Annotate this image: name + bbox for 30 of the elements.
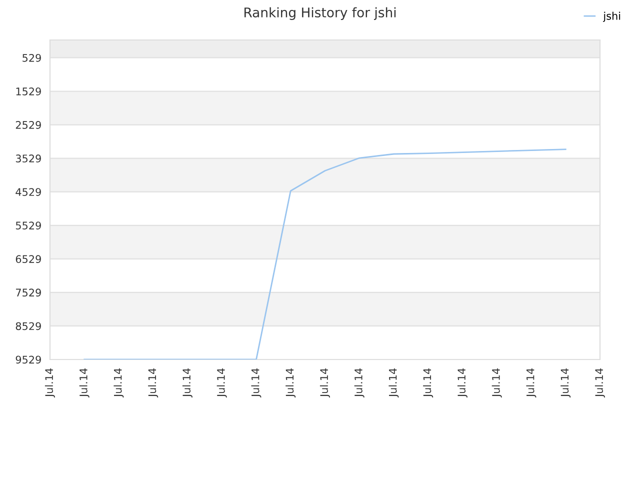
x-tick-label: Jul.14 xyxy=(492,368,502,398)
x-tick-label: Jul.14 xyxy=(423,368,434,398)
y-tick-label: 1529 xyxy=(16,87,41,96)
y-tick-label: 7529 xyxy=(16,288,41,297)
line-series xyxy=(84,148,566,360)
y-tick-label: 5529 xyxy=(16,222,41,230)
x-tick-label: Jul.14 xyxy=(457,368,468,398)
x-tick-label: Jul.14 xyxy=(114,368,124,398)
y-tick-label: 9529 xyxy=(16,356,41,364)
x-tick-label: Jul.14 xyxy=(148,368,158,398)
x-tick-label: Jul.14 xyxy=(286,368,296,398)
x-tick-label: Jul.14 xyxy=(216,368,227,398)
x-tick-label: Jul.14 xyxy=(79,368,90,398)
x-tick-label: Jul.14 xyxy=(526,368,536,398)
y-tick-label: 529 xyxy=(22,54,41,62)
y-tick-label: 6529 xyxy=(16,255,41,264)
x-tick-label: Jul.14 xyxy=(388,368,399,398)
y-tick-label: 8529 xyxy=(16,322,41,330)
x-tick-label: Jul.14 xyxy=(44,368,55,398)
y-tick-label: 3529 xyxy=(16,154,41,162)
x-tick-label: Jul.14 xyxy=(251,368,262,398)
x-tick-label: Jul.14 xyxy=(560,368,571,398)
chart-title: Ranking History for jshi xyxy=(244,7,396,20)
x-tick-label: Jul.14 xyxy=(320,368,330,398)
x-tick-label: Jul.14 xyxy=(594,368,605,398)
x-tick-label: Jul.14 xyxy=(354,368,364,398)
x-tick-label: Jul.14 xyxy=(182,368,192,398)
y-tick-label: 4529 xyxy=(16,188,41,196)
y-tick-label: 2529 xyxy=(16,121,41,129)
legend-label: jshi xyxy=(603,12,620,22)
